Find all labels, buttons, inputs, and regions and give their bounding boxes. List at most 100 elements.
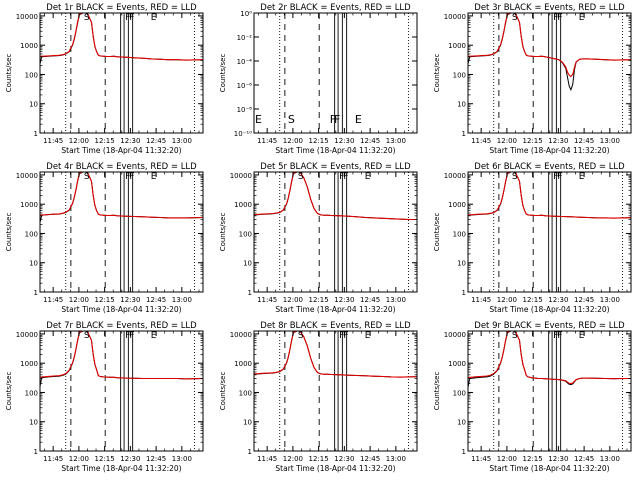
panel-title: Det 8r BLACK = Events, RED = LLD <box>260 321 411 331</box>
y-tick-label: 1 <box>248 448 252 456</box>
x-axis-label: Start Time (18-Apr-04 11:32:20) <box>61 146 181 155</box>
x-tick-label: 12:45 <box>146 137 166 145</box>
event-marker-s: S <box>512 331 518 341</box>
event-marker-e: E <box>579 172 585 182</box>
y-tick-label: 1 <box>462 289 466 297</box>
y-tick-label: 1000 <box>448 42 466 50</box>
x-tick-label: 12:00 <box>69 137 89 145</box>
y-tick-label: 10⁻⁴ <box>237 58 253 66</box>
y-tick-label: 1 <box>34 289 38 297</box>
x-tick-label: 12:00 <box>283 455 303 463</box>
x-tick-label: 12:15 <box>95 455 115 463</box>
series-lld <box>468 13 631 78</box>
x-axis-label: Start Time (18-Apr-04 11:32:20) <box>275 305 395 314</box>
y-tick-label: 10⁻² <box>237 34 253 42</box>
series-events <box>468 172 631 219</box>
x-tick-label: 12:15 <box>309 296 329 304</box>
x-tick-label: 11:45 <box>43 455 63 463</box>
x-tick-label: 12:45 <box>360 296 380 304</box>
y-axis-label: Counts/sec <box>5 213 13 252</box>
x-tick-label: 11:45 <box>257 137 277 145</box>
x-tick-label: 12:00 <box>283 137 303 145</box>
panel-title: Det 5r BLACK = Events, RED = LLD <box>260 162 411 172</box>
x-tick-label: 12:45 <box>360 137 380 145</box>
series-events <box>254 331 417 378</box>
x-tick-label: 12:15 <box>523 296 543 304</box>
y-axis-label: Counts/sec <box>5 372 13 411</box>
plot-frame <box>467 171 632 293</box>
x-tick-label: 12:15 <box>309 137 329 145</box>
event-marker-s: S <box>288 113 295 126</box>
x-axis-label: Start Time (18-Apr-04 11:32:20) <box>489 464 609 473</box>
y-tick-label: 1000 <box>448 201 466 209</box>
y-tick-label: 100 <box>453 230 466 238</box>
event-marker-f: F <box>339 172 344 182</box>
y-tick-label: 10000 <box>16 331 38 339</box>
y-tick-label: 1000 <box>20 201 38 209</box>
y-tick-label: 1 <box>462 448 466 456</box>
x-tick-label: 11:45 <box>257 455 277 463</box>
x-tick-label: 12:00 <box>283 296 303 304</box>
event-marker-f: F <box>343 331 348 341</box>
event-marker-f: F <box>343 172 348 182</box>
panel-data <box>468 172 631 219</box>
y-tick-label: 100 <box>453 389 466 397</box>
event-marker-s: S <box>84 331 90 341</box>
x-tick-label: 12:45 <box>574 137 594 145</box>
y-tick-label: 1 <box>34 448 38 456</box>
y-tick-label: 10000 <box>16 172 38 180</box>
x-tick-label: 13:00 <box>600 137 620 145</box>
event-marker-f: F <box>553 331 558 341</box>
y-tick-label: 10⁻⁶ <box>237 82 253 90</box>
x-tick-label: 11:45 <box>471 137 491 145</box>
y-tick-label: 1000 <box>234 360 252 368</box>
y-tick-label: 10⁰ <box>240 10 252 18</box>
y-axis-label: Counts/sec <box>219 372 227 411</box>
y-tick-label: 10 <box>457 419 466 427</box>
y-tick-label: 10⁻¹⁰ <box>234 130 252 138</box>
panel-title: Det 9r BLACK = Events, RED = LLD <box>474 321 625 331</box>
y-tick-label: 10 <box>457 101 466 109</box>
y-tick-label: 10 <box>457 260 466 268</box>
x-tick-label: 12:00 <box>497 137 517 145</box>
x-axis-label: Start Time (18-Apr-04 11:32:20) <box>489 146 609 155</box>
x-tick-label: 13:00 <box>172 137 192 145</box>
plot-frame <box>467 330 632 452</box>
y-axis-label: Counts/sec <box>5 54 13 93</box>
x-axis-label: Start Time (18-Apr-04 11:32:20) <box>275 464 395 473</box>
x-tick-label: 12:30 <box>334 137 354 145</box>
x-tick-label: 12:15 <box>95 137 115 145</box>
event-marker-f: F <box>330 113 336 126</box>
y-axis-label: Counts/sec <box>433 372 441 411</box>
y-tick-label: 1 <box>248 289 252 297</box>
event-marker-f: F <box>125 331 130 341</box>
x-tick-label: 12:15 <box>523 137 543 145</box>
x-tick-label: 12:15 <box>309 455 329 463</box>
event-marker-e: E <box>579 331 585 341</box>
y-tick-label: 1000 <box>20 360 38 368</box>
y-tick-label: 10000 <box>444 331 466 339</box>
y-tick-label: 10000 <box>444 172 466 180</box>
event-marker-f: F <box>557 331 562 341</box>
y-tick-label: 100 <box>239 230 252 238</box>
plot-frame <box>253 171 418 293</box>
panel-data <box>468 331 631 388</box>
event-marker-e: E <box>579 13 585 23</box>
plot-frame <box>467 12 632 134</box>
event-marker-s: S <box>84 172 90 182</box>
event-marker-f: F <box>125 172 130 182</box>
x-tick-label: 12:45 <box>146 296 166 304</box>
event-marker-s: S <box>84 13 90 23</box>
series-lld <box>468 172 631 219</box>
event-marker-f: F <box>125 13 130 23</box>
x-axis-label: Start Time (18-Apr-04 11:32:20) <box>489 305 609 314</box>
x-tick-label: 13:00 <box>386 455 406 463</box>
x-axis-label: Start Time (18-Apr-04 11:32:20) <box>275 146 395 155</box>
event-marker-s: S <box>298 331 304 341</box>
x-tick-label: 13:00 <box>172 296 192 304</box>
y-tick-label: 100 <box>239 389 252 397</box>
plot-frame <box>39 171 204 293</box>
